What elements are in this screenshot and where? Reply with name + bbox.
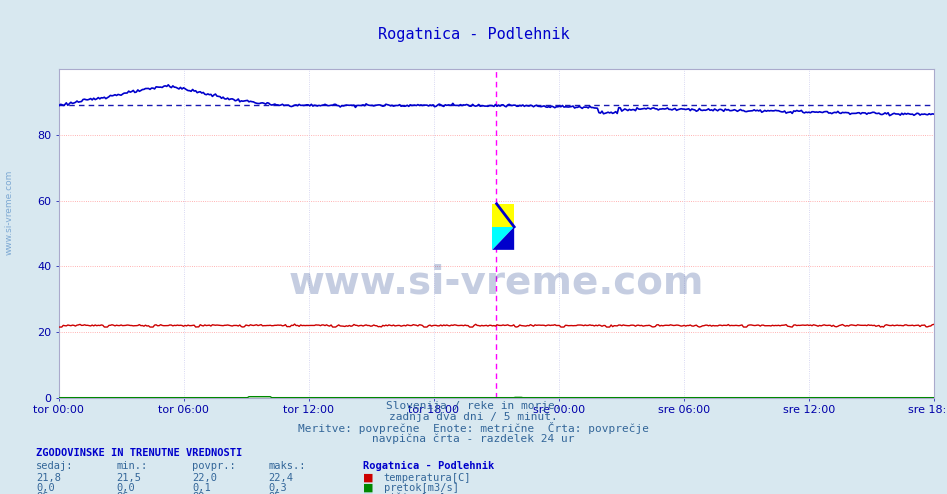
- Text: Meritve: povprečne  Enote: metrične  Črta: povprečje: Meritve: povprečne Enote: metrične Črta:…: [298, 422, 649, 434]
- Text: ■: ■: [363, 493, 373, 494]
- Text: povpr.:: povpr.:: [192, 461, 236, 471]
- Text: 0,3: 0,3: [268, 483, 287, 493]
- Text: 86: 86: [116, 493, 129, 494]
- Text: 89: 89: [192, 493, 205, 494]
- Text: Slovenija / reke in morje.: Slovenija / reke in morje.: [385, 401, 562, 411]
- Text: min.:: min.:: [116, 461, 148, 471]
- Text: Rogatnica - Podlehnik: Rogatnica - Podlehnik: [363, 461, 494, 471]
- Text: www.si-vreme.com: www.si-vreme.com: [289, 264, 704, 302]
- Text: 0,1: 0,1: [192, 483, 211, 493]
- Polygon shape: [492, 227, 514, 250]
- Text: temperatura[C]: temperatura[C]: [384, 473, 471, 483]
- Text: www.si-vreme.com: www.si-vreme.com: [5, 170, 14, 255]
- Text: 21,8: 21,8: [36, 473, 61, 483]
- Text: ■: ■: [363, 483, 373, 493]
- Text: 95: 95: [268, 493, 280, 494]
- Text: 86: 86: [36, 493, 48, 494]
- Text: 0,0: 0,0: [116, 483, 135, 493]
- Text: ZGODOVINSKE IN TRENUTNE VREDNOSTI: ZGODOVINSKE IN TRENUTNE VREDNOSTI: [36, 448, 242, 458]
- Text: ■: ■: [363, 473, 373, 483]
- Text: navpična črta - razdelek 24 ur: navpična črta - razdelek 24 ur: [372, 434, 575, 445]
- Text: Rogatnica - Podlehnik: Rogatnica - Podlehnik: [378, 27, 569, 42]
- Text: maks.:: maks.:: [268, 461, 306, 471]
- Text: sedaj:: sedaj:: [36, 461, 74, 471]
- Text: 0,0: 0,0: [36, 483, 55, 493]
- Text: višina[cm]: višina[cm]: [384, 492, 446, 494]
- Text: 22,4: 22,4: [268, 473, 293, 483]
- Text: zadnja dva dni / 5 minut.: zadnja dva dni / 5 minut.: [389, 412, 558, 422]
- Text: 21,5: 21,5: [116, 473, 141, 483]
- Polygon shape: [492, 227, 514, 250]
- Text: pretok[m3/s]: pretok[m3/s]: [384, 483, 458, 493]
- Bar: [492, 204, 514, 227]
- Text: 22,0: 22,0: [192, 473, 217, 483]
